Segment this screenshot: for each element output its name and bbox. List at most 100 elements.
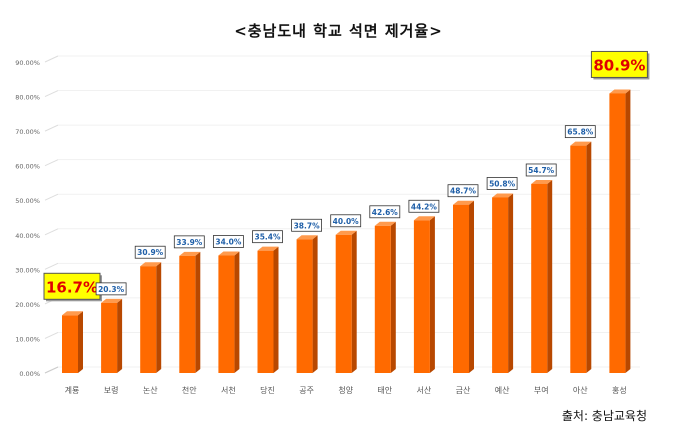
y-tick-label: 40.00% xyxy=(15,232,40,240)
bar-side xyxy=(234,251,240,373)
x-tick-label: 계룡 xyxy=(65,385,80,395)
bar-top xyxy=(492,193,514,198)
x-tick-label: 서산 xyxy=(417,385,432,395)
data-label: 34.0% xyxy=(215,238,242,247)
data-label: 50.8% xyxy=(489,179,516,188)
bar-side xyxy=(625,89,631,373)
bar xyxy=(374,225,391,373)
x-tick-label: 아산 xyxy=(573,385,588,395)
bar xyxy=(296,239,313,373)
bar xyxy=(531,183,548,373)
x-tick-label: 보령 xyxy=(104,386,119,395)
bar xyxy=(257,250,274,373)
bar-side xyxy=(273,246,279,373)
bar-top xyxy=(296,235,318,240)
data-label-box xyxy=(173,235,205,249)
data-label-box xyxy=(408,199,440,213)
chart-title: <충남도내 학교 석면 제거율> xyxy=(234,22,443,40)
data-label-box xyxy=(447,184,479,198)
data-label: 44.2% xyxy=(411,202,438,211)
y-tick-label: 60.00% xyxy=(15,163,40,171)
bar xyxy=(140,266,157,373)
bar-side xyxy=(508,193,514,373)
bar xyxy=(179,255,196,373)
data-label-box xyxy=(369,205,401,219)
bar-side xyxy=(469,200,474,373)
x-tick-label: 천안 xyxy=(182,385,197,395)
bar xyxy=(570,145,587,373)
bar xyxy=(609,93,626,373)
bar xyxy=(453,204,469,373)
bar xyxy=(413,220,430,373)
y-tick-label: 20.00% xyxy=(15,301,40,309)
x-tick-label: 예산 xyxy=(495,385,510,395)
y-tick-label: 80.00% xyxy=(15,94,40,102)
bar-side xyxy=(547,179,553,373)
data-label-box xyxy=(330,214,362,228)
bar xyxy=(62,315,78,373)
bar-top xyxy=(179,251,201,256)
bar-top xyxy=(374,221,396,226)
chart-source: 출처: 충남교육청 xyxy=(561,409,647,423)
y-tick-label: 0.00% xyxy=(19,370,40,378)
bar-top xyxy=(531,179,553,184)
bar-side xyxy=(156,262,162,373)
data-label: 48.7% xyxy=(450,187,477,196)
data-label: 40.0% xyxy=(333,217,360,226)
data-label-box xyxy=(525,163,557,177)
bar-top xyxy=(257,246,279,251)
bar xyxy=(218,255,235,373)
data-label: 54.7% xyxy=(528,166,555,175)
data-label: 16.7% xyxy=(46,278,98,296)
data-label-box xyxy=(486,177,518,190)
data-label: 80.9% xyxy=(593,56,645,74)
data-label: 38.7% xyxy=(294,221,321,230)
bar xyxy=(335,234,352,373)
gridline-diag xyxy=(44,193,59,201)
bar-side xyxy=(351,230,357,373)
bar-side xyxy=(195,251,201,373)
x-tick-label: 홍성 xyxy=(612,385,627,395)
x-tick-label: 서천 xyxy=(221,385,236,395)
bar-side xyxy=(117,298,123,373)
y-tick-label: 10.00% xyxy=(15,335,40,343)
data-label: 35.4% xyxy=(254,233,281,242)
data-label: 42.6% xyxy=(372,208,399,217)
bar-top xyxy=(218,251,240,256)
y-tick-label: 30.00% xyxy=(15,266,40,274)
bar-top xyxy=(609,89,631,94)
gridline-diag xyxy=(44,331,59,339)
bar-top xyxy=(453,200,474,205)
bar-top xyxy=(62,311,83,316)
gridline-diag xyxy=(44,124,59,132)
data-label-box xyxy=(95,282,127,296)
data-label: 33.9% xyxy=(176,238,203,247)
bar-top xyxy=(335,230,357,235)
data-label: 65.8% xyxy=(567,128,594,137)
axis-floor xyxy=(44,366,59,374)
bar-side xyxy=(586,141,592,373)
x-tick-label: 공주 xyxy=(299,386,314,395)
bar xyxy=(492,197,509,373)
gridline-diag xyxy=(44,228,59,236)
bar xyxy=(101,302,118,373)
data-label: 30.9% xyxy=(137,248,164,257)
y-tick-label: 90.00% xyxy=(15,59,40,67)
bar-side xyxy=(312,235,318,373)
gridline-diag xyxy=(44,90,59,98)
data-label-box xyxy=(134,245,166,259)
bar-top xyxy=(413,216,435,221)
x-tick-label: 금산 xyxy=(456,385,471,395)
bar-top xyxy=(570,141,592,146)
gridline-diag xyxy=(44,159,59,167)
gridline-diag xyxy=(44,262,59,270)
data-label: 20.3% xyxy=(98,285,125,294)
x-tick-label: 청양 xyxy=(338,386,353,395)
bar-side xyxy=(429,216,435,373)
bar-top xyxy=(101,298,123,303)
bar-side xyxy=(390,221,396,373)
data-label-box xyxy=(590,50,648,78)
gridline-diag xyxy=(44,55,59,63)
x-tick-label: 논산 xyxy=(143,385,158,395)
